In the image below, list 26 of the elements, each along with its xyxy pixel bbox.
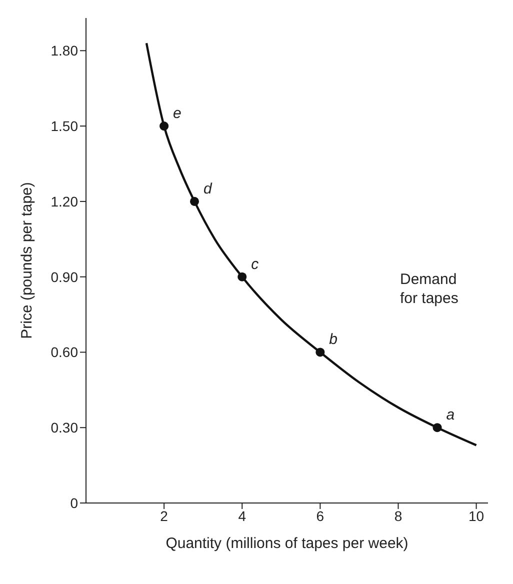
point [190,196,200,206]
y-tick-label: 0.90 [50,268,78,285]
x-tick-label: 2 [160,508,168,524]
y-tick-label: 0 [70,494,78,511]
point [316,348,325,357]
annotation: Demand for tapes [400,270,458,308]
x-tick-label: 6 [316,508,324,524]
line-series [145,42,478,446]
y-tick-label: 0.30 [50,420,78,436]
x-tick-label: 4 [238,508,246,524]
point [432,423,442,432]
annotation: a [446,406,455,424]
annotation: e [173,105,182,122]
y-tick-label: 1.80 [50,42,78,59]
y-tick-label: 0.60 [50,344,78,360]
point [160,122,169,131]
x-axis-title: Quantity (millions of tapes per week) [166,535,408,552]
y-tick-label: 1.20 [50,193,78,210]
annotation: c [251,256,260,273]
annotation: b [329,331,338,348]
point [238,272,247,282]
x-tick-label: 10 [468,508,484,524]
y-axis-title: Price (pounds per tape) [18,182,36,339]
x-tick-label: 8 [394,508,402,524]
annotation: d [204,180,212,198]
y-tick-label: 1.50 [50,118,78,134]
